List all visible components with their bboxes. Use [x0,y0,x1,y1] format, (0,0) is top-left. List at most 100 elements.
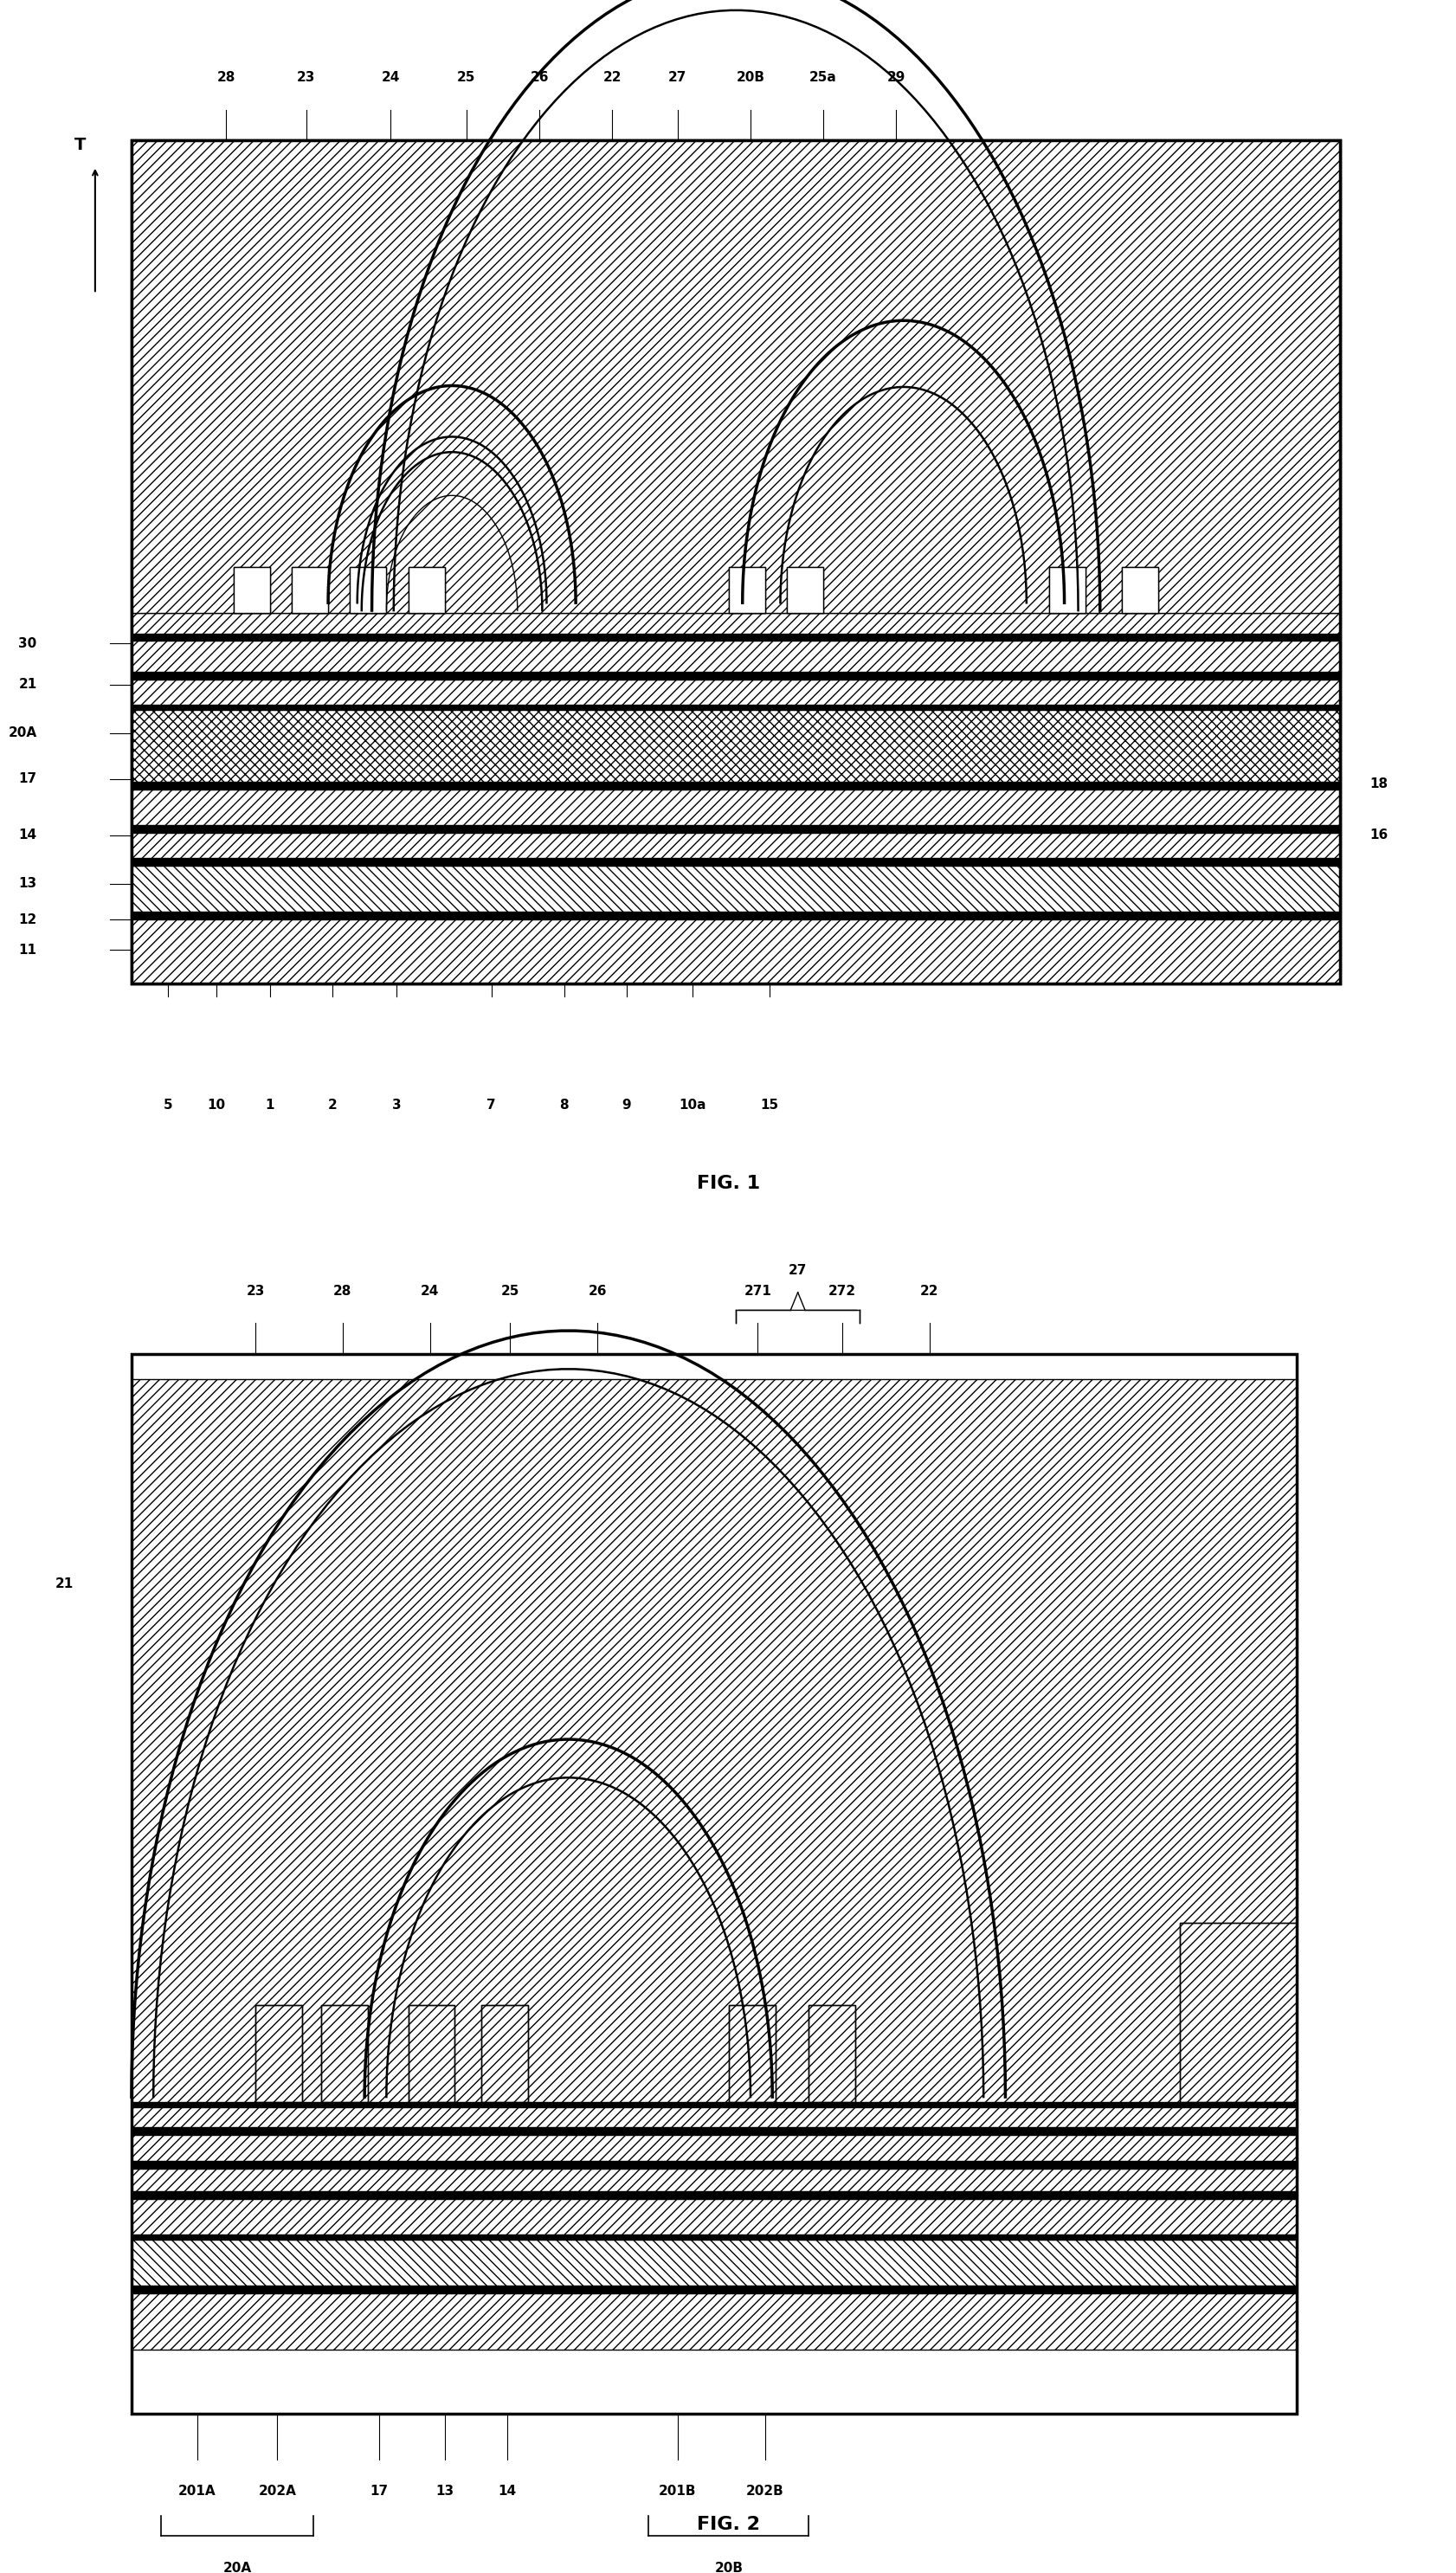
Bar [131,2285,1296,2293]
Bar [131,859,1340,867]
Text: 202A: 202A [258,2486,296,2498]
Bar [131,2161,1296,2169]
Text: 10a: 10a [678,1099,706,1112]
Text: 20B: 20B [735,72,764,85]
Text: 16: 16 [1369,829,1388,841]
Text: 13: 13 [19,877,36,890]
Bar [808,2004,855,2102]
Bar [1048,566,1085,612]
Bar [786,566,823,612]
Bar [131,1379,1296,2102]
Text: 13: 13 [435,2486,453,2498]
Text: 1: 1 [265,1099,274,1112]
Text: 5: 5 [163,1099,172,1112]
Bar [131,1353,1296,2413]
Bar [131,2200,1296,2236]
Bar [320,2004,367,2102]
Bar [728,2004,775,2102]
Text: 20B: 20B [713,2563,743,2573]
Text: 28: 28 [333,1284,352,1297]
Text: 27: 27 [788,1263,807,1276]
Bar [131,782,1340,790]
Text: 10: 10 [207,1099,226,1112]
Text: 25a: 25a [810,72,837,85]
Text: 25: 25 [457,72,476,85]
Bar [131,2169,1296,2192]
Text: 272: 272 [828,1284,856,1297]
Bar [131,672,1340,679]
Text: 25: 25 [501,1284,520,1297]
Bar [131,679,1340,705]
Text: T: T [74,136,86,154]
Text: 23: 23 [297,72,316,85]
Text: 24: 24 [421,1284,440,1297]
Text: 30: 30 [19,638,36,651]
Bar [1121,566,1158,612]
Bar [291,566,328,612]
Text: 3: 3 [392,1099,400,1112]
Bar [728,566,764,612]
Bar [786,566,823,612]
Text: 29: 29 [887,72,904,85]
Bar [1179,1922,1296,2102]
Bar [728,2004,775,2102]
Bar [320,2004,367,2102]
Text: 28: 28 [217,72,236,85]
Bar [1048,566,1085,612]
Bar [131,919,1340,983]
Bar [131,790,1340,826]
Bar [131,142,1340,612]
Text: 14: 14 [498,2486,515,2498]
Text: 21: 21 [55,1577,73,1590]
Text: 20A: 20A [9,726,36,738]
Bar [131,2192,1296,2200]
Bar [808,2004,855,2102]
Text: 26: 26 [530,72,549,85]
Text: 17: 17 [19,772,36,785]
Text: 8: 8 [559,1099,568,1112]
Text: 201A: 201A [178,2486,215,2498]
Text: 18: 18 [1369,777,1388,790]
Bar [233,566,269,612]
Bar [349,566,386,612]
Text: 26: 26 [588,1284,607,1297]
Bar [480,2004,527,2102]
Text: 9: 9 [622,1099,630,1112]
Bar [131,2136,1296,2161]
Bar [131,633,1340,641]
Bar [255,2004,301,2102]
Bar [131,911,1340,919]
Text: 271: 271 [744,1284,772,1297]
Bar [255,2004,301,2102]
Bar [131,2102,1296,2107]
Bar [1179,1922,1296,2102]
Bar [728,566,764,612]
Bar [480,2004,527,2102]
Text: 15: 15 [760,1099,778,1112]
Text: 201B: 201B [658,2486,696,2498]
Bar [131,2128,1296,2136]
Bar [131,705,1340,710]
Text: 21: 21 [19,679,36,692]
Text: 12: 12 [19,913,36,926]
Bar [131,612,1340,633]
Text: 24: 24 [381,72,400,85]
Text: 20A: 20A [223,2563,252,2573]
Bar [131,834,1340,859]
Bar [408,566,444,612]
Bar [408,2004,454,2102]
Bar [131,710,1340,782]
Bar [233,566,269,612]
Text: FIG. 1: FIG. 1 [696,1176,760,1191]
Text: 202B: 202B [745,2486,783,2498]
Bar [131,641,1340,672]
Bar [349,566,386,612]
Bar [131,2236,1296,2241]
Text: 23: 23 [246,1284,265,1297]
Text: FIG. 2: FIG. 2 [696,2516,760,2532]
Text: 11: 11 [19,944,36,957]
Text: 17: 17 [370,2486,389,2498]
Text: 22: 22 [603,72,622,85]
Text: 27: 27 [668,72,687,85]
Bar [131,2241,1296,2285]
